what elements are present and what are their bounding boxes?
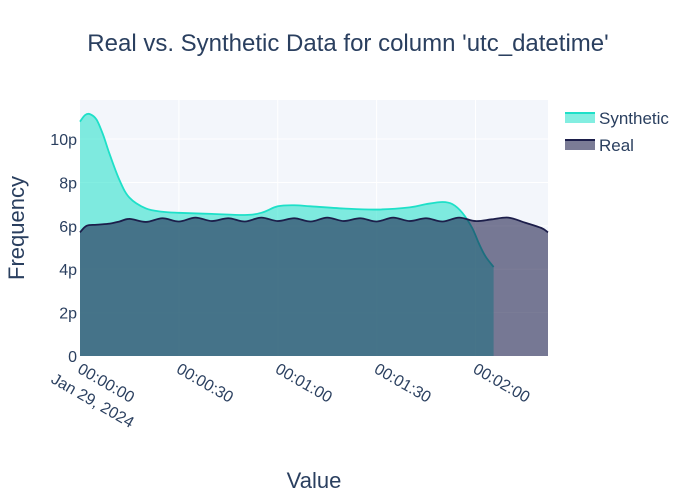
y-tick-label: 0: [68, 349, 77, 366]
y-tick-label: 4p: [59, 262, 77, 279]
y-tick-label: 10p: [50, 132, 77, 149]
legend-label: Real: [599, 136, 634, 155]
x-tick-label: 00:00:30: [173, 361, 236, 407]
legend: Synthetic Real: [565, 109, 669, 155]
chart-title: Real vs. Synthetic Data for column 'utc_…: [87, 30, 608, 57]
y-tick-label: 2p: [59, 306, 77, 323]
y-tick-label: 8p: [59, 175, 77, 192]
x-tick-label: 00:00:00Jan 29, 2024: [48, 352, 148, 432]
x-axis-ticks: 00:00:00Jan 29, 2024 00:00:30 00:01:00 00:0…: [48, 352, 533, 432]
legend-swatch-fill: [565, 113, 595, 123]
series-area-real: [80, 217, 548, 356]
y-tick-label: 6p: [59, 219, 77, 236]
series-areas: [79, 112, 549, 356]
series-line-synthetic: [79, 112, 495, 268]
x-tick-label: 00:01:30: [371, 361, 434, 407]
y-axis-ticks: 0 2p 4p 6p 8p 10p: [50, 132, 77, 366]
x-tick-label: 00:02:00: [470, 361, 533, 407]
y-axis-title: Frequency: [4, 176, 29, 280]
legend-item-real[interactable]: Real: [565, 136, 634, 155]
series-line-real: [79, 216, 549, 234]
legend-label: Synthetic: [599, 109, 669, 128]
legend-swatch-fill: [565, 140, 595, 150]
legend-item-synthetic[interactable]: Synthetic: [565, 109, 669, 128]
x-axis-title: Value: [287, 468, 342, 493]
x-tick-label: 00:01:00: [272, 361, 335, 407]
